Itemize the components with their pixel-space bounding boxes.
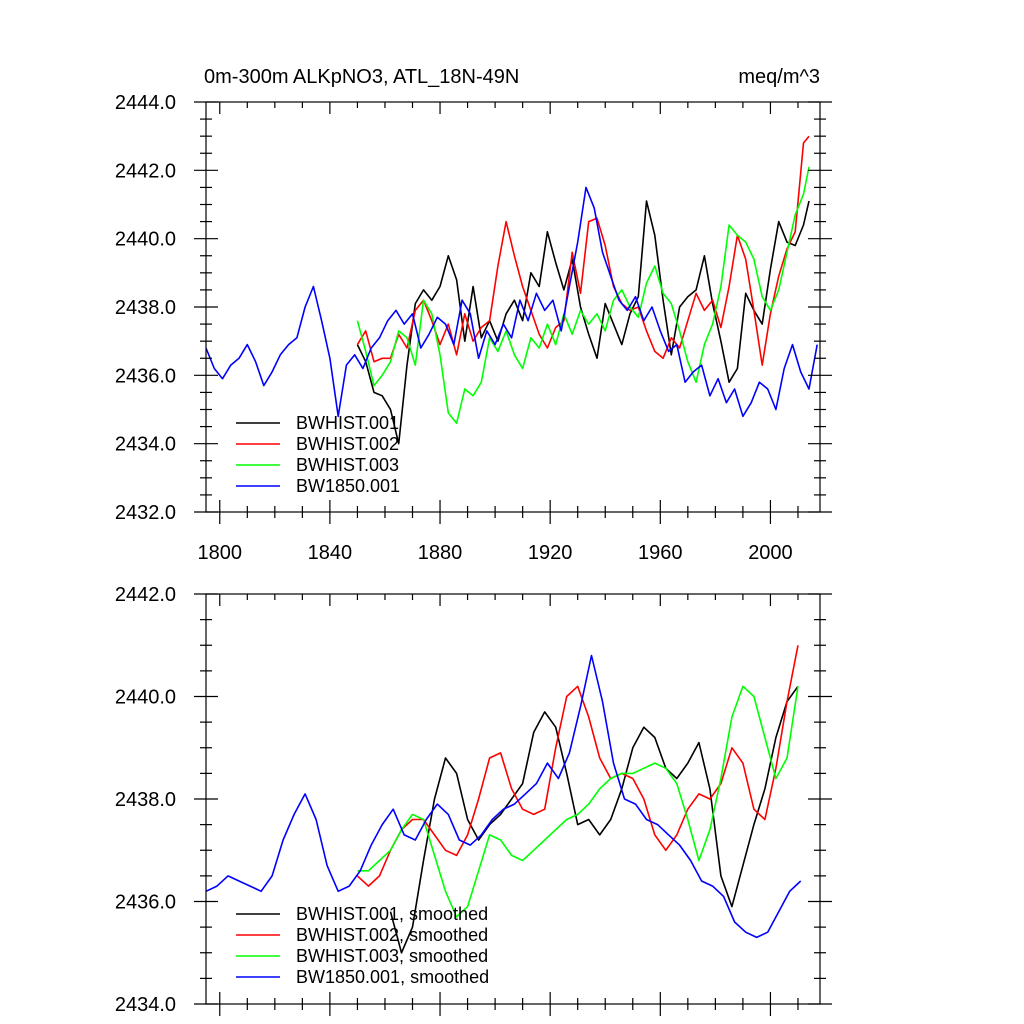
series-line-bwhist-003 [356, 166, 810, 425]
y-tick-label: 2444.0 [115, 92, 176, 114]
x-tick-label: 1960 [638, 542, 683, 564]
legend-label: BWHIST.003 [296, 455, 399, 475]
top-series-lines [205, 135, 818, 445]
top-axis-labels: 1800 1840 1880 1920 1960 2000 2432.0 2434.0 2436… [115, 92, 793, 564]
y-tick-label: 2442.0 [115, 160, 176, 182]
y-tick-label: 2432.0 [115, 502, 176, 524]
top-panel-units: meq/m^3 [738, 66, 820, 88]
series-line-bwhist-002-smoothed [356, 645, 799, 887]
y-tick-label: 2442.0 [115, 584, 176, 606]
legend-label: BW1850.001, smoothed [296, 967, 489, 987]
x-tick-label: 2000 [748, 542, 793, 564]
bottom-plot-frame [205, 593, 821, 1005]
legend-label: BWHIST.001 [296, 413, 399, 433]
y-tick-label: 2438.0 [115, 789, 176, 811]
legend-label: BWHIST.001, smoothed [296, 904, 488, 924]
bottom-axis-labels: 2434.0 2436.0 2438.0 2440.0 2442.0 [115, 584, 176, 1016]
series-line-bwhist-001 [356, 200, 810, 445]
top-plot-frame [205, 101, 821, 513]
bottom-panel: 2434.0 2436.0 2438.0 2440.0 2442.0 BWHIST.00… [115, 584, 832, 1016]
bottom-series-lines [205, 645, 802, 954]
y-tick-label: 2434.0 [115, 994, 176, 1016]
series-line-bwhist-003-smoothed [357, 685, 799, 918]
y-tick-label: 2436.0 [115, 365, 176, 387]
legend-label: BWHIST.003, smoothed [296, 946, 488, 966]
legend-label: BWHIST.002, smoothed [296, 925, 488, 945]
series-line-bwhist-001-smoothed [389, 685, 799, 954]
x-tick-label: 1840 [308, 542, 353, 564]
top-axis-ticks [194, 101, 832, 524]
y-tick-label: 2440.0 [115, 229, 176, 251]
x-tick-label: 1880 [418, 542, 463, 564]
legend-label: BW1850.001 [296, 476, 400, 496]
y-tick-label: 2440.0 [115, 687, 176, 709]
top-panel: 0m-300m ALKpNO3, ATL_18N-49N meq/m^3 180… [115, 66, 832, 564]
legend-label: BWHIST.002 [296, 434, 399, 454]
y-tick-label: 2438.0 [115, 297, 176, 319]
y-tick-label: 2434.0 [115, 434, 176, 456]
series-line-bw1850-001 [205, 186, 818, 418]
series-line-bw1850-001-smoothed [205, 654, 802, 939]
x-tick-label: 1800 [198, 542, 243, 564]
y-tick-label: 2436.0 [115, 892, 176, 914]
top-panel-title: 0m-300m ALKpNO3, ATL_18N-49N [204, 66, 519, 88]
x-tick-label: 1920 [528, 542, 573, 564]
